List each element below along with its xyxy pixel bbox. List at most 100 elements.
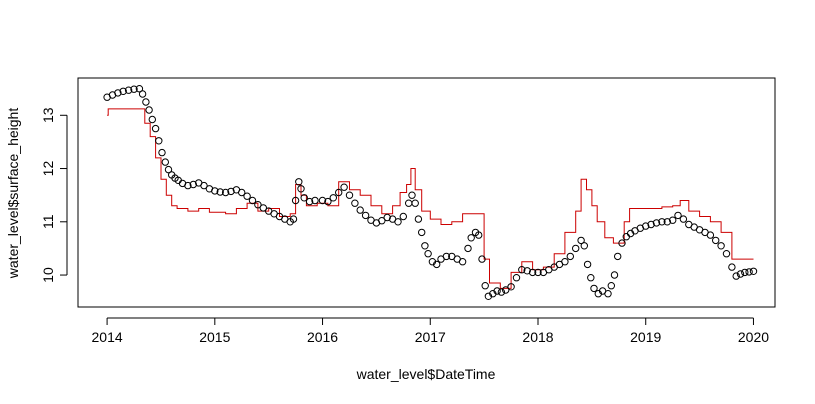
data-point — [467, 234, 475, 242]
data-point — [749, 267, 758, 275]
data-point — [289, 215, 298, 223]
data-point — [408, 191, 416, 199]
data-point — [243, 192, 251, 200]
data-point — [712, 236, 720, 245]
data-point — [189, 180, 198, 189]
data-point — [164, 165, 173, 174]
y-axis-title: water_level$surface_height — [5, 108, 21, 280]
data-point — [717, 242, 725, 250]
data-point — [534, 268, 542, 277]
data-point — [421, 242, 429, 250]
data-point — [151, 124, 160, 133]
data-point — [481, 282, 489, 290]
data-point — [414, 215, 423, 223]
y-tick-label: 12 — [40, 161, 56, 177]
data-point — [297, 185, 305, 193]
data-point — [493, 287, 501, 295]
data-point — [528, 268, 537, 277]
data-point — [259, 204, 267, 212]
x-axis: 2014 2015 2016 2017 2018 2019 2020 — [92, 317, 769, 345]
data-point — [741, 268, 749, 277]
data-point — [184, 181, 192, 190]
data-point — [458, 258, 467, 266]
plot-area — [103, 85, 758, 300]
data-point — [442, 252, 451, 261]
data-point — [135, 85, 144, 93]
data-point — [329, 194, 337, 202]
data-point — [158, 148, 166, 157]
x-tick-label: 2016 — [307, 329, 338, 345]
plot-frame — [77, 77, 776, 308]
data-point — [497, 288, 506, 296]
data-point — [736, 270, 745, 278]
data-point — [311, 196, 319, 205]
data-point — [238, 188, 246, 197]
data-point — [148, 115, 157, 124]
data-point — [361, 211, 370, 220]
data-point — [464, 244, 472, 253]
data-point — [411, 199, 419, 207]
data-point — [618, 239, 626, 247]
data-point — [607, 282, 615, 290]
data-point — [610, 271, 619, 279]
data-point — [728, 263, 736, 271]
x-tick-label: 2019 — [630, 329, 661, 345]
data-point — [745, 268, 753, 276]
data-point — [399, 212, 407, 221]
data-point — [507, 283, 515, 291]
data-point — [335, 188, 343, 197]
data-point — [647, 220, 655, 229]
data-point — [216, 188, 224, 196]
data-point — [119, 87, 127, 96]
x-axis-title: water_level$DateTime — [356, 366, 496, 382]
data-point — [658, 218, 666, 226]
data-point — [669, 216, 677, 224]
x-tick-label: 2015 — [199, 329, 230, 345]
data-point — [200, 181, 208, 190]
data-point — [587, 274, 595, 282]
data-point — [722, 250, 731, 258]
data-point — [221, 188, 230, 197]
data-point — [561, 258, 569, 266]
data-point — [227, 187, 235, 196]
data-point — [345, 191, 354, 199]
data-point — [614, 252, 622, 261]
data-point — [405, 199, 413, 207]
y-tick-label: 11 — [40, 214, 56, 229]
y-tick-label: 13 — [40, 107, 56, 123]
data-point — [155, 137, 163, 145]
data-point — [580, 242, 588, 250]
data-point — [305, 197, 314, 206]
data-point — [383, 213, 391, 222]
data-point — [161, 158, 170, 166]
data-point — [604, 290, 612, 298]
data-point — [518, 266, 526, 274]
x-tick-label: 2014 — [92, 329, 123, 345]
data-point — [566, 252, 574, 261]
data-point — [324, 197, 332, 206]
data-point — [295, 178, 303, 186]
data-point — [590, 284, 598, 293]
y-tick-label: 10 — [40, 267, 56, 283]
data-point — [475, 231, 483, 239]
data-point — [706, 231, 715, 239]
data-point — [340, 183, 348, 191]
data-point — [674, 211, 682, 220]
data-point — [418, 228, 426, 237]
data-point — [114, 89, 122, 97]
data-point — [124, 86, 133, 94]
data-point — [583, 260, 592, 269]
data-point — [130, 85, 138, 93]
data-point — [433, 260, 441, 269]
data-point — [394, 218, 402, 226]
series-line — [107, 108, 754, 289]
data-point — [378, 217, 386, 225]
data-point — [652, 219, 661, 227]
data-point — [642, 222, 650, 230]
x-tick-label: 2020 — [738, 329, 769, 345]
data-point — [145, 106, 153, 114]
data-point — [291, 196, 300, 205]
data-point — [142, 98, 150, 106]
data-point — [424, 250, 432, 258]
